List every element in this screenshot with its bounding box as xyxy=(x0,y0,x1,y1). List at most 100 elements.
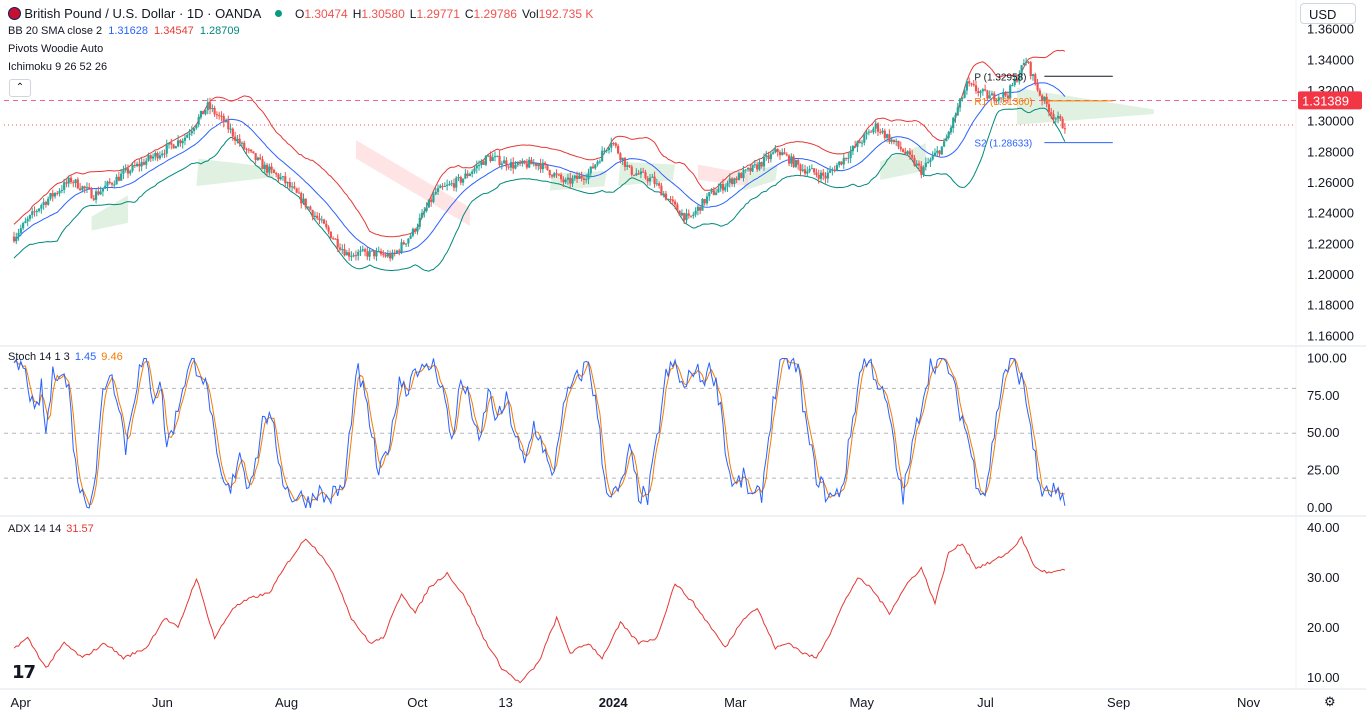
candle-body xyxy=(815,172,817,174)
candle-body xyxy=(216,114,218,115)
candle-body xyxy=(790,156,792,163)
candle-body xyxy=(22,223,24,228)
candle-body xyxy=(665,194,667,200)
candle-body xyxy=(811,168,813,169)
candle-body xyxy=(63,182,65,190)
candle-body xyxy=(245,149,247,150)
candle-body xyxy=(266,165,268,173)
candle-body xyxy=(45,202,47,205)
candle-body xyxy=(391,253,393,259)
candle-body xyxy=(626,165,628,167)
indicator-value: 1.31628 xyxy=(108,25,148,37)
indicator-legend-row[interactable]: Pivots Woodie Auto xyxy=(8,43,103,55)
ichimoku-cloud-bearish xyxy=(356,140,470,226)
collapse-legend-button[interactable]: ⌃ xyxy=(9,79,31,97)
candle-body xyxy=(321,220,323,221)
candle-body xyxy=(362,249,364,250)
candle-body xyxy=(806,171,808,173)
candle-body xyxy=(777,149,779,152)
tradingview-logo[interactable]: 𝟭𝟳 xyxy=(12,662,35,683)
candle-body xyxy=(633,175,635,176)
candle-body xyxy=(325,224,327,227)
time-tick-label: 2024 xyxy=(599,695,629,710)
candle-body xyxy=(797,160,799,165)
candle-body xyxy=(715,193,717,195)
candle-body xyxy=(154,153,156,156)
candle-body xyxy=(489,155,491,161)
candle-body xyxy=(261,159,263,169)
candle-body xyxy=(480,161,482,165)
candle-body xyxy=(339,247,341,249)
tradingview-logo-icon: 𝟭𝟳 xyxy=(12,662,35,682)
price-tick-label: 1.16000 xyxy=(1307,328,1354,343)
candle-body xyxy=(485,156,487,165)
candle-body xyxy=(546,165,548,170)
candle-body xyxy=(783,152,785,154)
candle-body xyxy=(487,155,489,156)
candle-body xyxy=(492,157,494,161)
candle-body xyxy=(601,151,603,162)
price-tick-label: 1.28000 xyxy=(1307,144,1354,159)
candle-body xyxy=(558,174,560,175)
stoch-pane[interactable]: 0.00 25.00 50.00 75.00 100.00 xyxy=(4,350,1347,515)
indicator-legend-row[interactable]: Ichimoku 9 26 52 26 xyxy=(8,61,107,73)
candle-body xyxy=(275,173,277,174)
candle-body xyxy=(932,156,934,160)
candle-body xyxy=(599,161,601,162)
price-pane[interactable]: 1.16000 1.18000 1.20000 1.22000 1.24000 1.260… xyxy=(4,22,1362,344)
candle-body xyxy=(624,158,626,167)
candle-body xyxy=(681,213,683,216)
settings-gear-button[interactable]: ⚙ xyxy=(1324,694,1336,710)
candle-body xyxy=(902,149,904,152)
candle-body xyxy=(838,162,840,166)
time-axis[interactable]: Apr Jun Aug Oct 13 2024 Mar May Jul Sep Nov xyxy=(11,695,1261,710)
candle-body xyxy=(407,239,409,244)
adx-legend: ADX 14 14 31.57 xyxy=(8,523,96,535)
candle-body xyxy=(508,167,510,168)
candle-body xyxy=(118,177,120,181)
time-tick-label: Nov xyxy=(1237,695,1261,710)
candle-body xyxy=(884,131,886,138)
candle-body xyxy=(1039,90,1041,95)
candle-body xyxy=(865,133,867,135)
candle-body xyxy=(229,129,231,130)
adx-pane[interactable]: 10.00 20.00 30.00 40.00 xyxy=(14,520,1340,685)
candle-body xyxy=(223,116,225,122)
candle-body xyxy=(660,186,662,196)
candle-body xyxy=(592,167,594,169)
chart-canvas[interactable]: 1.160001.180001.200001.220001.240001.260… xyxy=(0,0,1366,717)
candle-body xyxy=(293,186,295,188)
currency-selector[interactable]: USD xyxy=(1300,3,1356,24)
candle-body xyxy=(314,216,316,217)
candle-body xyxy=(129,171,131,174)
candle-body xyxy=(412,229,414,236)
candle-body xyxy=(916,164,918,166)
symbol-title[interactable]: British Pound / U.S. Dollar · 1D · OANDA xyxy=(24,6,261,21)
candle-body xyxy=(861,143,863,144)
candle-body xyxy=(954,115,956,118)
candle-body xyxy=(583,178,585,179)
candle-body xyxy=(494,156,496,157)
candle-body xyxy=(929,160,931,163)
candle-body xyxy=(537,164,539,166)
candle-body xyxy=(936,151,938,153)
indicator-value: 1.34547 xyxy=(151,25,194,37)
candle-body xyxy=(186,135,188,138)
stoch-tick-label: 25.00 xyxy=(1307,463,1340,478)
candle-body xyxy=(991,93,993,95)
candle-body xyxy=(663,194,665,196)
candle-body xyxy=(81,186,83,190)
candle-body xyxy=(141,162,143,166)
candle-body xyxy=(710,190,712,192)
candle-body xyxy=(298,193,300,194)
candle-body xyxy=(578,176,580,179)
candle-body xyxy=(421,213,423,218)
candle-body xyxy=(567,178,569,180)
candle-body xyxy=(795,160,797,167)
candle-body xyxy=(569,178,571,184)
candle-body xyxy=(594,164,596,168)
candle-body xyxy=(519,162,521,163)
candle-body xyxy=(612,143,614,144)
candle-body xyxy=(859,141,861,143)
indicator-legend-row[interactable]: BB 20 SMA close 2 1.31628 1.34547 1.2870… xyxy=(8,25,240,37)
